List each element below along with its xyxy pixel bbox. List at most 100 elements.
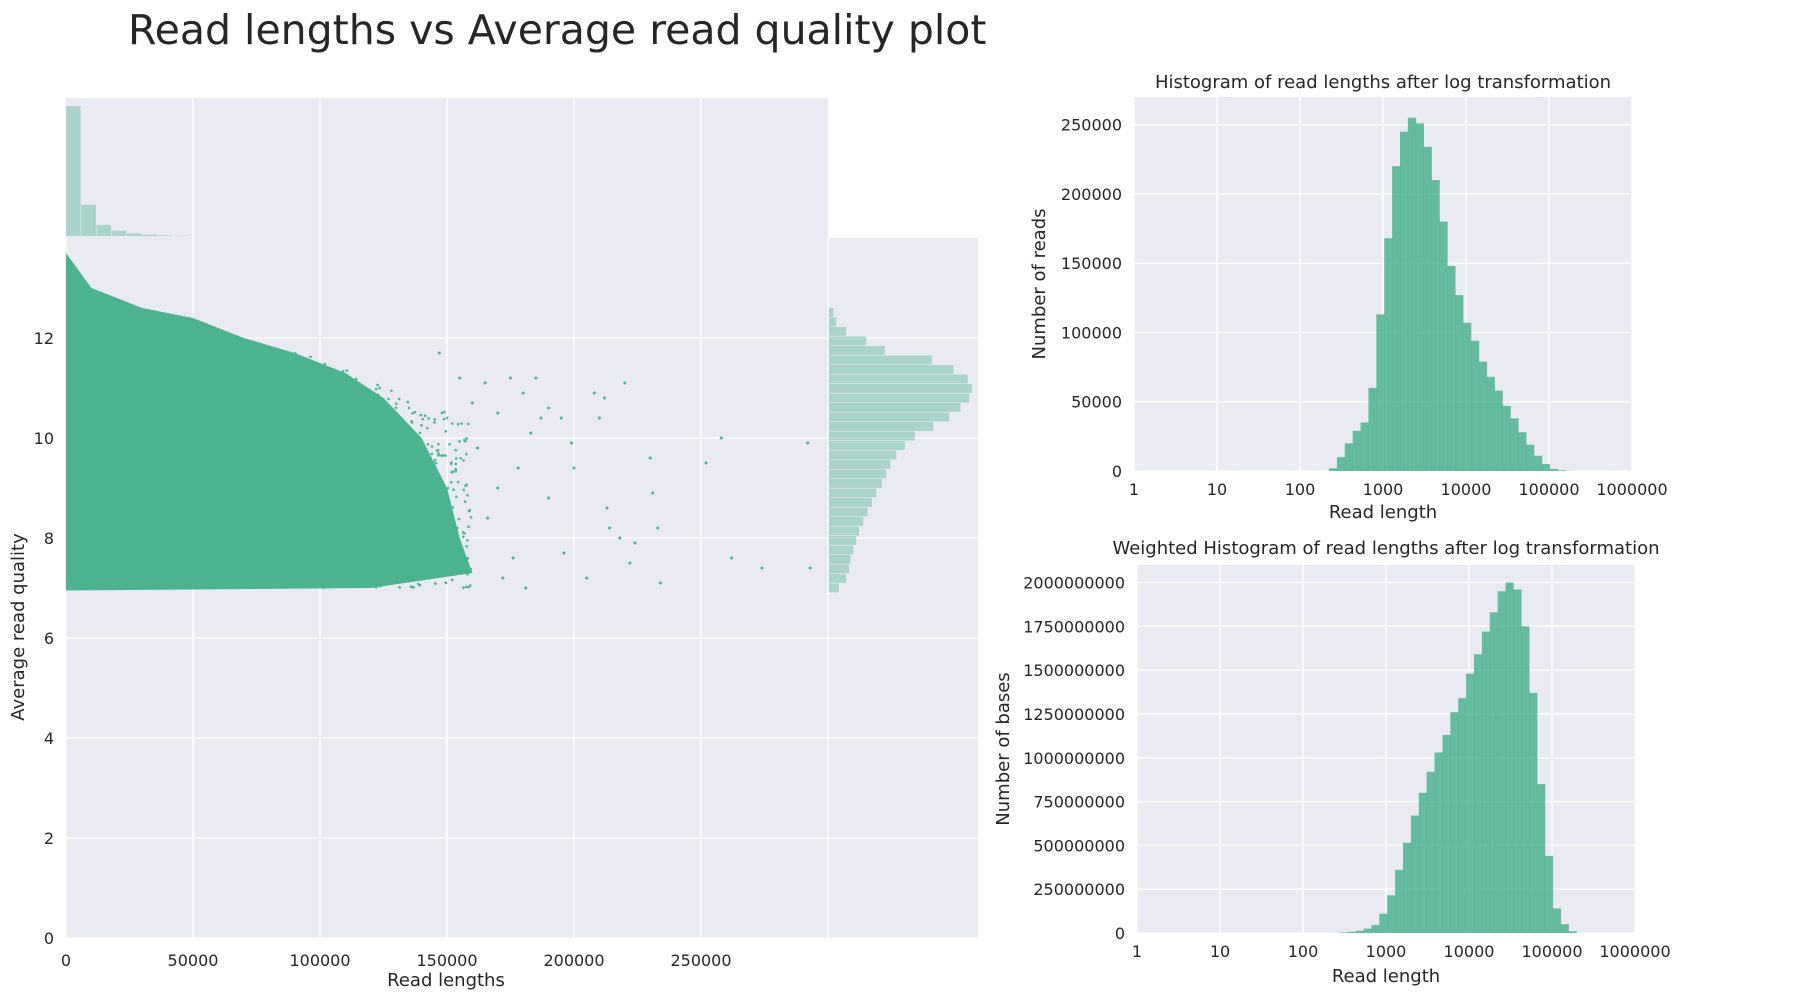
scatter-y-tick-label: 0 [44,929,54,948]
scatter-point [308,548,312,552]
scatter-point [352,580,355,584]
scatter-point [318,414,321,417]
scatter-point [429,571,433,575]
hist1-x-ticks: 1 10 100 1000 10000 100000 1000000 [1129,480,1668,499]
right-marginal-bar [829,422,934,431]
scatter-point [356,446,359,449]
scatter-point [423,414,427,417]
scatter-point [437,442,440,446]
scatter-point [435,562,439,566]
scatter-point [395,402,398,405]
scatter-point [360,391,364,395]
scatter-point [310,512,313,516]
scatter-point [391,581,395,585]
scatter-point [431,460,435,464]
scatter-point [371,413,374,416]
scatter-point [306,561,310,564]
hist2-y-label: Number of bases [993,672,1014,825]
scatter-point [323,578,326,581]
scatter-point [373,496,377,499]
scatter-point [511,556,515,560]
hist1-y-tick-label: 50000 [1071,393,1122,412]
scatter-point [407,406,411,410]
scatter-point [326,517,330,521]
scatter-point [378,419,381,422]
hist1-bar [1423,146,1432,471]
scatter-point [328,511,331,515]
scatter-point [375,535,379,538]
hist2-x-tick-label: 10 [1210,942,1230,961]
hist2-bar [1466,673,1475,933]
scatter-x-tick-label: 50000 [168,951,219,970]
hist2-x-tick-label: 1000 [1366,942,1407,961]
hist2-bar [1529,692,1538,933]
scatter-point [367,584,371,587]
scatter-point [415,447,418,451]
scatter-point [325,437,329,441]
right-marginal-bar [829,412,950,422]
scatter-point [416,561,419,565]
scatter-point [374,472,378,476]
scatter-point [317,398,320,402]
scatter-point [729,556,733,560]
hist2-bar [1489,612,1498,933]
scatter-y-tick-label: 6 [44,629,54,648]
scatter-point [314,391,318,395]
scatter-point [314,484,318,487]
scatter-point [433,418,437,421]
right-marginal-bar [829,317,837,327]
scatter-point [394,550,397,554]
scatter-point [308,570,311,574]
scatter-point [307,445,310,449]
scatter-point [316,545,320,548]
scatter-point [345,541,349,545]
scatter-point [452,541,456,544]
scatter-point [441,479,444,483]
scatter-point [316,511,320,515]
scatter-point [393,528,396,531]
scatter-points [66,253,812,591]
scatter-point [466,557,470,560]
scatter-point [305,548,309,552]
scatter-point [318,518,321,522]
hist1-bar [1518,432,1527,471]
scatter-point [569,441,573,445]
scatter-point [311,583,315,586]
scatter-point [334,473,338,476]
scatter-point [349,573,352,577]
scatter-point [418,486,422,489]
scatter-point [295,581,299,584]
right-marginal-bar [829,346,885,355]
hist1-bar [1392,166,1401,471]
scatter-point [467,525,470,529]
scatter-point [326,369,330,372]
right-marginal-bar [829,517,864,526]
scatter-point [313,510,316,514]
scatter-point [398,506,401,509]
scatter-point [465,483,469,486]
scatter-point [353,564,357,567]
scatter-point [395,438,399,442]
scatter-point [335,390,339,393]
scatter-point [361,386,364,390]
scatter-point [342,479,345,483]
scatter-point [345,552,348,556]
hist1-bar [1463,322,1472,471]
scatter-point [501,576,505,580]
scatter-point [310,405,314,409]
scatter-point [329,447,333,450]
scatter-point [386,541,389,545]
hist2-bar [1505,582,1514,933]
scatter-point [396,519,399,523]
scatter-point [469,515,473,519]
scatter-point [534,376,538,380]
scatter-point [315,583,319,586]
scatter-point [529,431,533,435]
scatter-point [397,500,401,503]
scatter-point [315,403,319,407]
hist1-bar [1415,123,1424,472]
hist2-y-tick-label: 1000000000 [1023,749,1125,768]
scatter-point [760,566,764,570]
scatter-point [374,539,378,543]
scatter-point [392,474,395,477]
